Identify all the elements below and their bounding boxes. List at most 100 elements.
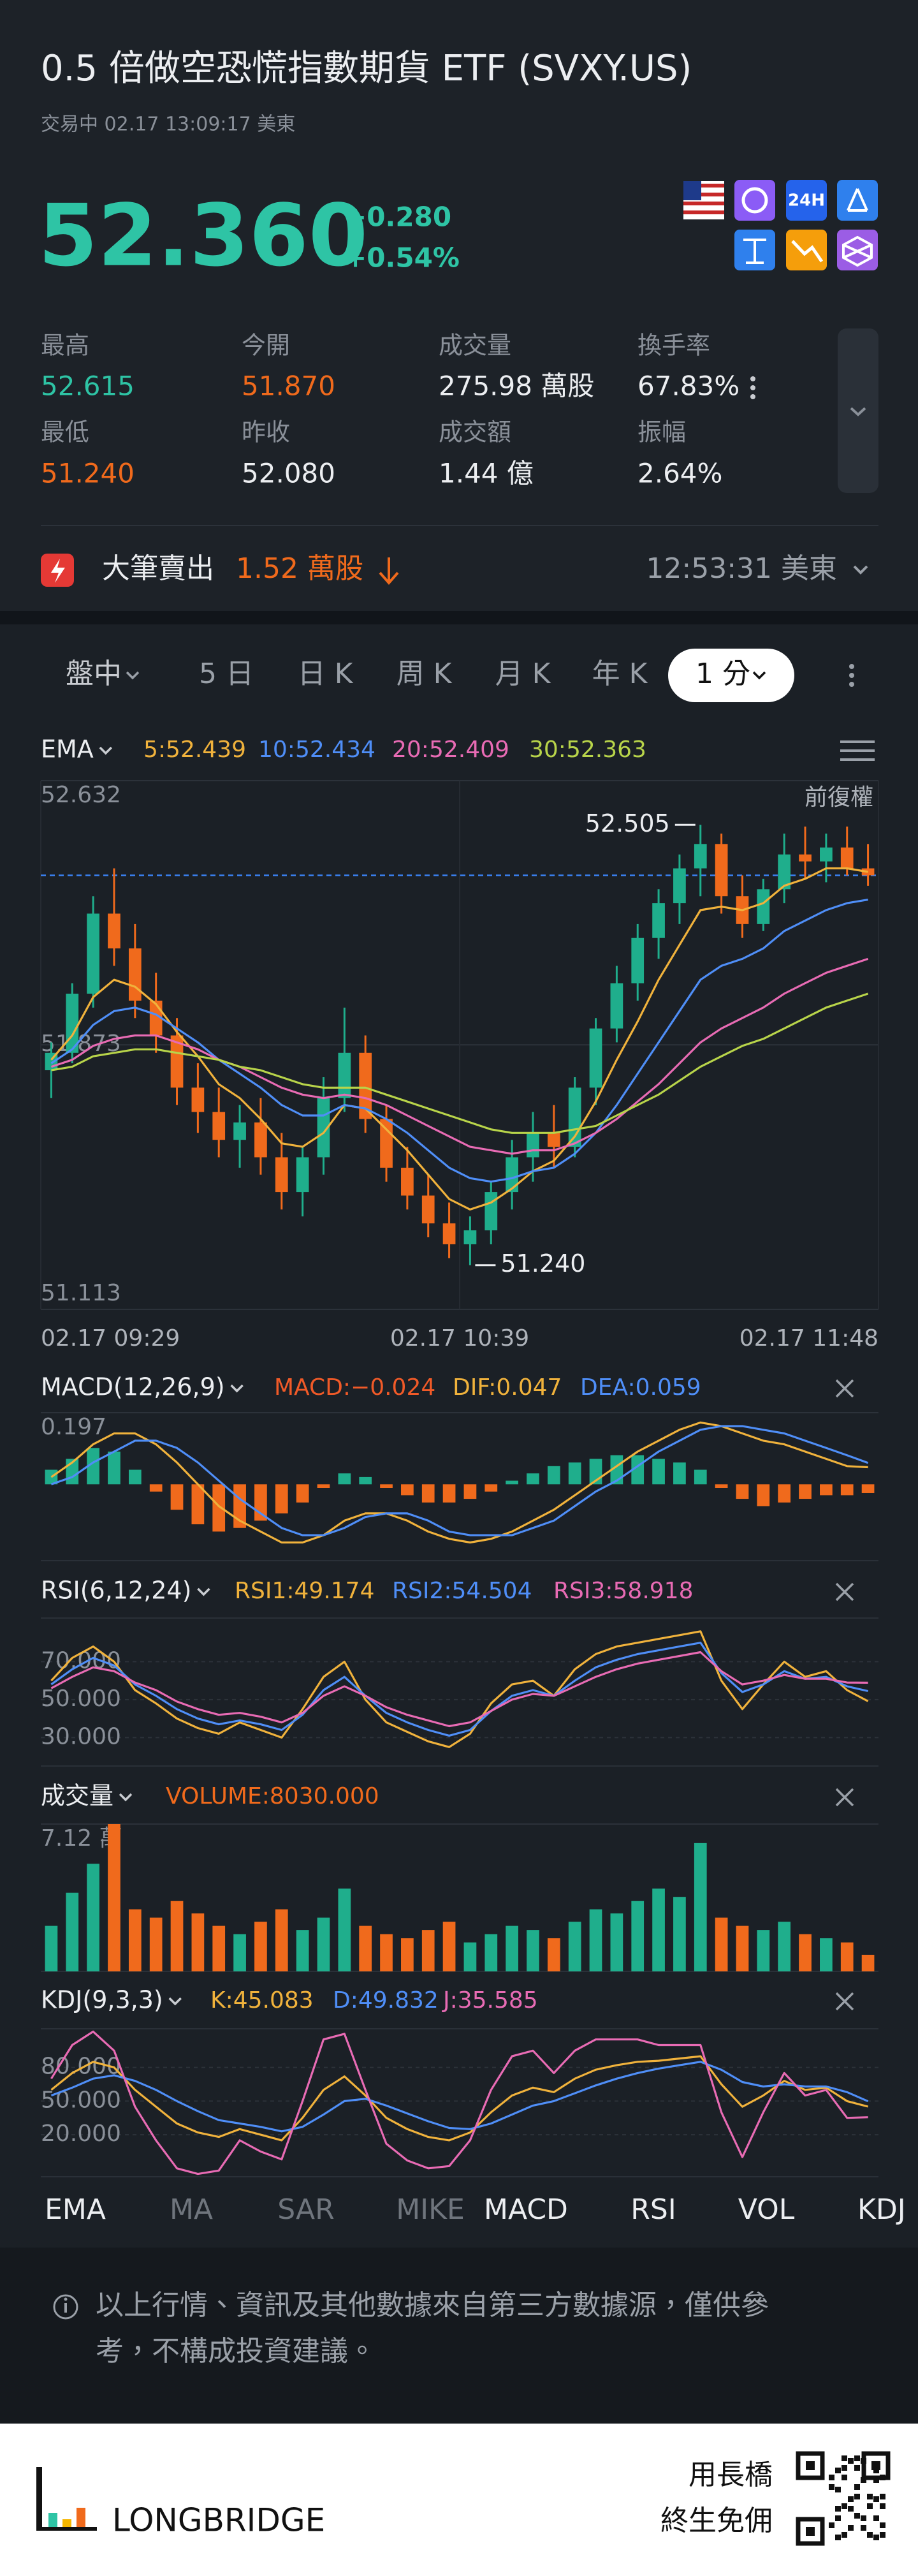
menu-icon[interactable] [840, 740, 875, 761]
qr-dot [854, 2484, 860, 2490]
big-trade-label: 大筆賣出 [102, 552, 214, 585]
qr-finder [796, 2517, 825, 2546]
period-tab[interactable]: 周 K [397, 658, 453, 690]
macd-bar [610, 1455, 623, 1485]
price: 52.360 [38, 186, 368, 286]
indicator-tab[interactable]: MACD [484, 2193, 568, 2226]
indicator-tab[interactable]: EMA [45, 2193, 106, 2226]
legend-item: RSI2:54.504 [392, 1578, 532, 1604]
legend-item: 30:52.363 [529, 737, 646, 763]
period-tab[interactable]: 年 K [592, 658, 648, 690]
macd-bar [568, 1462, 581, 1485]
candle-body [547, 1133, 560, 1147]
flag-stripe [683, 193, 724, 196]
indicator-tab[interactable]: RSI [630, 2193, 676, 2226]
volume-bar [212, 1925, 226, 1971]
candle-body [757, 889, 770, 924]
panel-title[interactable]: EMA [41, 735, 94, 763]
stat-label: 最低 [41, 418, 89, 446]
volume-bar [87, 1864, 99, 1971]
qr-dot [867, 2503, 873, 2509]
indicator-tab[interactable]: MIKE [396, 2193, 465, 2226]
macd-bar [212, 1484, 226, 1532]
indicator-tab[interactable]: KDJ [857, 2193, 906, 2226]
more-dots[interactable] [849, 664, 854, 687]
volume-bar [610, 1913, 623, 1971]
dot [750, 394, 755, 399]
candle-body [170, 1035, 184, 1088]
flag-canton [683, 181, 701, 200]
indicator-tab[interactable]: SAR [277, 2193, 334, 2226]
volume-bar [421, 1930, 435, 1971]
macd-bar [799, 1484, 812, 1499]
indicator-tab[interactable]: VOL [738, 2193, 795, 2226]
candle-body [463, 1230, 477, 1244]
macd-bar [527, 1473, 539, 1485]
indicator-line [50, 1421, 868, 1544]
volume-bar [401, 1938, 414, 1971]
volume-bar [736, 1925, 749, 1971]
panel-title[interactable]: KDJ(9,3,3) [41, 1986, 163, 2014]
panel-title[interactable]: 成交量 [41, 1782, 113, 1810]
candle-body [506, 1157, 518, 1193]
low-label: 51.240 [500, 1249, 585, 1277]
volume-bar [861, 1954, 875, 1971]
macd-bar [191, 1484, 205, 1524]
qr-dot [848, 2506, 854, 2512]
title: 0.5 倍做空恐慌指數期貨 ETF (SVXY.US) [41, 48, 692, 89]
qr-dot [848, 2496, 854, 2502]
close-button[interactable] [835, 1992, 854, 2011]
period-tab[interactable]: 5 日 [199, 658, 254, 690]
network-icon[interactable] [837, 180, 878, 221]
legend-item: DIF:0.047 [453, 1374, 562, 1401]
stat-label: 成交額 [439, 418, 511, 446]
volume-bar [233, 1934, 246, 1971]
panel-title[interactable]: RSI(6,12,24) [41, 1577, 191, 1605]
expand-button[interactable] [838, 328, 878, 493]
volume-bar [799, 1934, 812, 1971]
big-trade-time[interactable]: 12:53:31 美東 [646, 552, 837, 585]
trend-icon[interactable] [786, 230, 827, 270]
qr-dot [880, 2522, 885, 2528]
close-button[interactable] [835, 1379, 854, 1398]
brand: LONGBRIDGE [112, 2502, 325, 2539]
legend-item: D:49.832 [333, 1987, 439, 2013]
indicator-line [50, 899, 868, 1183]
candle-body [191, 1087, 205, 1112]
qr-finder [796, 2451, 825, 2480]
volume-bar [191, 1913, 205, 1971]
period-tab[interactable]: 1 分 [696, 658, 750, 690]
chevron [853, 565, 868, 575]
period-tab[interactable]: 月 K [495, 658, 551, 690]
options-icon[interactable] [734, 180, 775, 221]
close-button[interactable] [835, 1582, 854, 1601]
candle-body [108, 913, 120, 949]
logo-bar [48, 2513, 57, 2531]
qr-dot [835, 2506, 841, 2512]
volume-bar [254, 1922, 267, 1971]
macd-bar [736, 1484, 749, 1499]
close-button[interactable] [835, 1788, 854, 1807]
indicator-line [50, 1630, 869, 1748]
panel-title[interactable]: MACD(12,26,9) [41, 1373, 225, 1401]
period-tab[interactable]: 日 K [298, 658, 354, 690]
candle-body [820, 847, 833, 862]
indicator-line [50, 957, 869, 1155]
qr-dot [867, 2532, 873, 2538]
indicator-tab[interactable]: MA [170, 2193, 213, 2226]
qr-dot [861, 2477, 866, 2483]
qr-dot [841, 2475, 847, 2480]
legend-item: K:45.083 [210, 1987, 314, 2013]
badge-24h[interactable] [786, 180, 827, 221]
adjust-label: 前復權 [805, 784, 873, 811]
macd-bar [170, 1484, 184, 1510]
info-icon [53, 2294, 78, 2320]
y-tick-label: 52.632 [41, 782, 121, 808]
legend-item: DEA:0.059 [580, 1374, 701, 1401]
qr-dot [880, 2532, 885, 2538]
qr-dot [829, 2522, 834, 2528]
more-dots[interactable] [750, 376, 755, 399]
period-tab[interactable]: 盤中 [66, 658, 122, 690]
dot [750, 376, 755, 381]
indicator-line [51, 992, 869, 1134]
